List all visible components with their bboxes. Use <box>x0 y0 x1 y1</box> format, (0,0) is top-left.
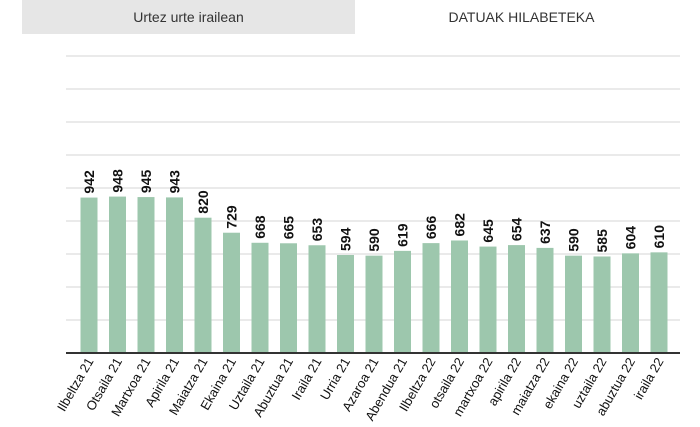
value-label: 653 <box>309 218 325 242</box>
value-label: 590 <box>366 228 382 252</box>
bar <box>308 245 326 353</box>
value-label: 604 <box>623 226 639 250</box>
bar <box>137 197 155 353</box>
value-label: 948 <box>110 169 126 193</box>
value-label: 668 <box>252 215 268 239</box>
bar <box>365 255 383 353</box>
value-label: 645 <box>480 219 496 243</box>
value-label: 590 <box>566 228 582 252</box>
bar <box>394 250 411 353</box>
bar <box>109 196 126 353</box>
value-label: 666 <box>423 216 439 240</box>
bars <box>80 196 668 353</box>
bar <box>194 217 212 353</box>
value-label: 682 <box>452 213 468 237</box>
value-label: 820 <box>195 190 211 214</box>
value-label: 594 <box>338 227 354 251</box>
tab-bar: Urtez urte irailean DATUAK HILABETEKA <box>0 0 700 34</box>
bar <box>479 246 497 353</box>
bar <box>280 243 297 353</box>
bar <box>80 197 98 353</box>
tab-annual[interactable]: Urtez urte irailean <box>22 0 355 34</box>
value-label: 585 <box>594 229 610 253</box>
value-label: 665 <box>281 216 297 240</box>
bar <box>536 247 554 353</box>
bar <box>565 255 582 353</box>
value-label: 654 <box>509 218 525 242</box>
bar <box>223 232 240 353</box>
value-label: 610 <box>651 225 667 249</box>
value-label: 945 <box>138 170 154 194</box>
value-label: 943 <box>167 170 183 194</box>
bar <box>251 242 269 353</box>
value-labels: 942 948 945 943 820 729 668 665 653 594 590 619 666 6… <box>81 169 667 252</box>
bar <box>622 253 639 353</box>
value-label: 619 <box>395 223 411 247</box>
bar <box>166 197 183 353</box>
bar <box>593 256 611 353</box>
bar <box>422 243 440 353</box>
bar <box>650 252 668 353</box>
bar <box>508 245 525 353</box>
value-label: 637 <box>537 220 553 244</box>
bar <box>451 240 468 353</box>
bar <box>337 254 354 353</box>
value-label: 942 <box>81 170 97 194</box>
tab-monthly[interactable]: DATUAK HILABETEKA <box>355 0 688 34</box>
value-label: 729 <box>224 205 240 229</box>
